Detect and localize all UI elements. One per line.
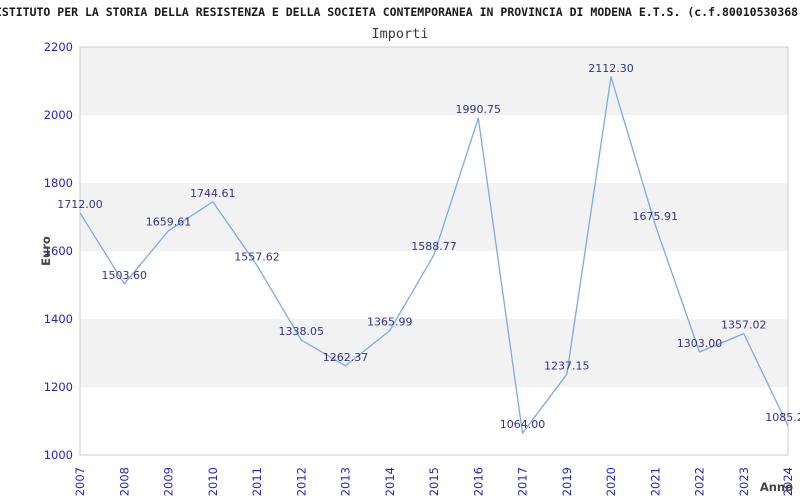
y-tick-label: 2200 <box>44 40 73 54</box>
data-label: 1712.00 <box>57 198 103 211</box>
x-tick-label: 2013 <box>339 467 353 496</box>
y-axis-ticks: 2200 2000 1800 1600 1400 1200 1000 <box>44 40 73 462</box>
data-labels-group: 1712.00 1503.60 1659.61 1744.61 1557.62 1338.… <box>57 62 800 431</box>
series-group <box>79 76 789 434</box>
plot-border <box>79 46 789 456</box>
y-tick-label: 1600 <box>44 244 73 258</box>
x-tick-label: 2021 <box>648 467 662 496</box>
x-tick-label: 2017 <box>516 467 530 496</box>
x-tick-label: 2010 <box>206 467 220 496</box>
grid-band <box>80 387 788 455</box>
x-tick-label: 2009 <box>162 467 176 496</box>
data-label: 1357.02 <box>721 319 767 332</box>
grid-band <box>80 183 788 251</box>
x-axis-title: Anno <box>760 480 793 494</box>
chart-subtitle: Importi <box>371 26 429 42</box>
grid-band <box>80 251 788 319</box>
grid-band <box>80 47 788 115</box>
series-line <box>79 76 789 434</box>
y-tick-label: 2000 <box>44 108 73 122</box>
data-label: 1237.15 <box>544 359 590 372</box>
y-tick-label: 1800 <box>44 176 73 190</box>
x-tick-label: 2024 <box>781 467 795 496</box>
data-label: 1990.75 <box>456 103 502 116</box>
x-tick-label: 2020 <box>604 467 618 496</box>
grid-band <box>80 115 788 183</box>
x-tick-label: 2022 <box>693 467 707 496</box>
x-tick-label: 2012 <box>294 467 308 496</box>
x-tick-label: 2023 <box>737 467 751 496</box>
data-label: 1064.00 <box>500 418 546 431</box>
x-tick-label: 2007 <box>73 467 87 496</box>
x-tick-label: 2016 <box>471 467 485 496</box>
x-tick-label: 2014 <box>383 467 397 496</box>
x-axis-ticks: 2007 2008 2009 2010 2011 2012 2013 2014 2015 2016… <box>73 467 795 496</box>
data-label: 1338.05 <box>279 325 325 338</box>
background-bands <box>80 47 788 455</box>
data-label: 1659.61 <box>146 216 192 229</box>
x-tick-label: 2011 <box>250 467 264 496</box>
data-label: 1503.60 <box>102 269 148 282</box>
y-tick-label: 1200 <box>44 380 73 394</box>
data-label: 1303.00 <box>677 337 723 350</box>
data-label: 1262.37 <box>323 351 369 364</box>
data-label: 1365.99 <box>367 316 413 329</box>
grid-band <box>80 319 788 387</box>
data-label: 1744.61 <box>190 187 236 200</box>
data-label: 1675.91 <box>633 210 679 223</box>
x-tick-label: 2008 <box>117 467 131 496</box>
x-tick-label: 2015 <box>427 467 441 496</box>
data-label: 2112.30 <box>588 62 634 75</box>
data-label: 1085.20 <box>765 411 800 424</box>
data-label: 1588.77 <box>411 240 457 253</box>
x-tick-label: 2019 <box>560 467 574 496</box>
y-axis-title: Euro <box>39 236 53 266</box>
y-tick-label: 1000 <box>44 448 73 462</box>
page-title: ISTITUTO PER LA STORIA DELLA RESISTENZA … <box>0 5 800 19</box>
data-label: 1557.62 <box>234 250 280 263</box>
y-tick-label: 1400 <box>44 312 73 326</box>
